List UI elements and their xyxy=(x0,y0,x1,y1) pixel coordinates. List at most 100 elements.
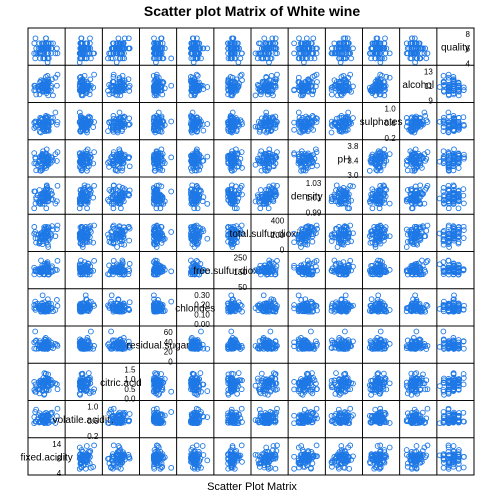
data-point xyxy=(310,35,317,42)
data-point xyxy=(369,205,376,212)
data-point xyxy=(120,86,127,93)
data-point xyxy=(78,35,85,42)
data-point xyxy=(336,55,342,62)
data-point xyxy=(91,50,97,57)
data-point xyxy=(383,45,390,52)
data-point xyxy=(168,82,175,89)
data-point xyxy=(199,45,206,52)
data-point xyxy=(159,55,166,62)
data-point xyxy=(106,50,113,57)
data-point xyxy=(460,235,467,241)
data-point xyxy=(305,45,312,52)
data-point xyxy=(417,55,424,62)
data-point xyxy=(50,92,56,99)
data-point xyxy=(194,35,200,42)
data-point xyxy=(265,205,272,212)
data-point xyxy=(194,205,201,212)
data-point xyxy=(153,50,160,57)
data-point xyxy=(36,40,43,47)
diagonal-tick-label: 6 xyxy=(466,45,471,54)
data-point xyxy=(125,35,132,42)
data-point xyxy=(451,146,457,153)
data-point xyxy=(54,50,61,57)
diagonal-variable-label: quality xyxy=(441,43,470,54)
data-point xyxy=(48,50,54,57)
data-point xyxy=(84,205,90,212)
diagonal-tick-label: 8 xyxy=(466,30,471,39)
data-point xyxy=(337,50,344,57)
data-point xyxy=(303,40,309,47)
data-point xyxy=(36,91,43,98)
data-point xyxy=(303,35,310,42)
data-point xyxy=(109,90,116,96)
data-point xyxy=(313,50,320,57)
data-point xyxy=(79,45,86,52)
data-point xyxy=(417,45,424,52)
data-point xyxy=(168,188,175,195)
data-point xyxy=(45,86,52,93)
data-point xyxy=(91,149,97,155)
data-point xyxy=(204,121,211,127)
data-point xyxy=(38,77,44,84)
data-point xyxy=(417,182,424,189)
data-point xyxy=(54,82,60,89)
data-point xyxy=(126,237,133,244)
data-point xyxy=(334,50,341,57)
data-point xyxy=(266,59,272,66)
data-point xyxy=(38,257,44,264)
data-point xyxy=(345,109,352,116)
data-point xyxy=(168,154,175,161)
data-point xyxy=(341,45,347,52)
data-point xyxy=(91,182,97,189)
data-point xyxy=(204,84,211,90)
data-point xyxy=(328,50,335,57)
data-point xyxy=(110,257,117,264)
diagonal-tick-label: 3.8 xyxy=(347,142,359,151)
data-point xyxy=(43,35,49,42)
diagonal-tick-label: 200 xyxy=(271,231,285,240)
data-point xyxy=(114,84,121,91)
data-point xyxy=(50,40,56,47)
data-point xyxy=(440,241,447,248)
data-point xyxy=(126,115,133,122)
data-point xyxy=(90,124,97,130)
diagonal-tick-label: 1.03 xyxy=(306,179,322,188)
data-point xyxy=(199,82,206,89)
data-point xyxy=(238,71,245,78)
data-point xyxy=(328,129,335,136)
data-point xyxy=(110,79,117,85)
data-point xyxy=(295,109,302,116)
data-point xyxy=(54,257,61,264)
data-point xyxy=(44,59,51,66)
data-point xyxy=(125,76,132,83)
data-point xyxy=(86,91,93,98)
data-point xyxy=(272,35,279,42)
data-point xyxy=(41,45,48,52)
data-point xyxy=(420,45,426,52)
diagonal-tick-label: 0.6 xyxy=(385,119,397,128)
data-point xyxy=(158,87,165,93)
data-point xyxy=(191,45,197,52)
data-point xyxy=(121,55,128,62)
diagonal-tick-label: 3.4 xyxy=(347,156,359,165)
data-point xyxy=(153,92,160,99)
diagonal-tick-label: 13 xyxy=(424,67,433,76)
data-point xyxy=(261,35,268,42)
data-point xyxy=(32,55,39,62)
data-point xyxy=(460,223,467,230)
data-point xyxy=(342,55,348,62)
data-point xyxy=(84,167,90,174)
data-point xyxy=(298,50,304,57)
data-point xyxy=(153,74,160,80)
data-point xyxy=(296,35,302,42)
data-point xyxy=(314,79,320,85)
data-point xyxy=(373,35,380,42)
data-point xyxy=(196,45,203,52)
data-point xyxy=(48,87,54,94)
data-point xyxy=(76,109,83,116)
data-point xyxy=(291,239,297,246)
data-point xyxy=(113,59,120,66)
data-point xyxy=(168,55,175,62)
data-point xyxy=(403,40,410,47)
